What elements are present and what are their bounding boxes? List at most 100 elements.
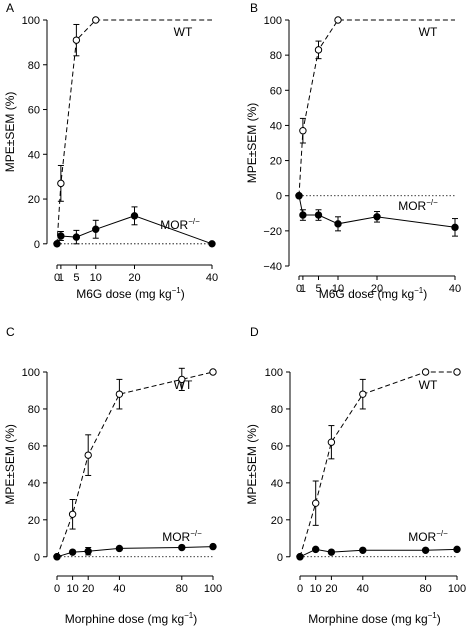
- mor-data-point: [373, 213, 381, 221]
- wt-data-point: [314, 46, 323, 54]
- y-tick-label: 60: [271, 441, 283, 453]
- mor-data-point: [359, 546, 367, 554]
- wt-data-point: [178, 375, 186, 384]
- y-tick-label: 40: [28, 478, 40, 490]
- x-axis-title: M6G dose (mg kg−1): [76, 286, 185, 301]
- mor-data-point: [453, 545, 461, 554]
- y-tick-label: 0: [34, 552, 40, 564]
- y-tick-label: −40: [263, 261, 282, 273]
- y-tick-label: 0: [277, 552, 283, 564]
- panel-letter: D: [250, 325, 259, 339]
- wt-series-label: WT: [174, 25, 193, 39]
- y-tick-label: 80: [28, 60, 40, 72]
- mor-data-point: [84, 547, 92, 555]
- wt-series-line: [298, 19, 455, 196]
- mor-data-point: [295, 192, 303, 200]
- mor-series-line: [56, 546, 214, 558]
- y-tick-label: 60: [28, 441, 40, 453]
- y-tick-label: 40: [28, 149, 40, 161]
- mor-data-point: [72, 233, 81, 241]
- y-tick-label: 100: [264, 15, 282, 27]
- x-tick-label: 1: [58, 272, 64, 284]
- mor-data-point: [209, 542, 217, 551]
- x-tick-label: 100: [204, 583, 222, 595]
- y-tick-label: 20: [28, 515, 40, 527]
- y-tick-label: −20: [263, 226, 282, 238]
- y-axis-title: MPE±SEM (%): [3, 424, 17, 505]
- wt-series-label: WT: [174, 378, 193, 392]
- mor-data-point: [208, 240, 216, 248]
- mor-data-point: [327, 548, 336, 556]
- x-tick-label: 40: [113, 583, 125, 595]
- x-axis-title: Morphine dose (mg kg−1): [65, 611, 198, 626]
- x-tick-label: 10: [90, 272, 102, 284]
- mor-data-point: [312, 545, 320, 554]
- wt-data-point: [453, 368, 461, 376]
- wt-series-label: WT: [419, 25, 438, 39]
- y-tick-label: 100: [265, 367, 283, 379]
- mor-data-point: [130, 212, 139, 220]
- x-tick-label: 80: [176, 583, 188, 595]
- y-tick-label: 100: [22, 367, 40, 379]
- y-axis-title: MPE±SEM (%): [3, 92, 17, 173]
- y-tick-label: 20: [28, 194, 40, 206]
- wt-series-line: [299, 371, 457, 557]
- mor-series-label: MOR−/−: [398, 198, 438, 213]
- panel-c: C 0 20 40 60 80 100 0 10 20 40 80 100 Morphine dose (…: [3, 325, 222, 626]
- mor-data-point: [421, 546, 430, 554]
- mor-data-point: [178, 543, 186, 552]
- x-tick-label: 20: [82, 583, 94, 595]
- mor-data-point: [296, 553, 304, 561]
- wt-series-label: WT: [419, 378, 438, 392]
- x-tick-label: 5: [73, 272, 79, 284]
- panel-letter: A: [6, 1, 14, 15]
- x-tick-label: 20: [371, 283, 383, 295]
- x-tick-label: 100: [448, 583, 466, 595]
- mor-series-line: [299, 548, 458, 558]
- mor-data-point: [53, 240, 61, 248]
- mor-data-point: [299, 211, 307, 219]
- mor-data-point: [68, 548, 77, 556]
- y-tick-label: 0: [276, 191, 282, 203]
- x-tick-label: 5: [315, 283, 321, 295]
- y-tick-label: 60: [270, 85, 282, 97]
- mor-data-point: [314, 211, 323, 219]
- wt-data-point: [334, 16, 342, 24]
- wt-series-line: [56, 371, 214, 557]
- mor-data-point: [334, 220, 342, 228]
- wt-data-point: [92, 16, 100, 24]
- wt-data-point: [209, 368, 217, 376]
- y-tick-label: 40: [270, 120, 282, 132]
- y-tick-label: 80: [270, 50, 282, 62]
- mor-data-point: [57, 232, 65, 240]
- mor-series-label: MOR−/−: [408, 529, 448, 544]
- mor-data-point: [115, 544, 124, 553]
- y-tick-label: 80: [271, 404, 283, 416]
- x-tick-label: 0: [296, 283, 302, 295]
- y-tick-label: 40: [271, 478, 283, 490]
- y-tick-label: 20: [271, 515, 283, 527]
- x-axis-title: Morphine dose (mg kg−1): [308, 611, 441, 626]
- wt-data-point: [57, 179, 65, 188]
- x-tick-label: 0: [54, 583, 60, 595]
- panel-letter: B: [250, 1, 258, 15]
- x-tick-label: 40: [449, 283, 461, 295]
- y-tick-label: 0: [34, 239, 40, 251]
- y-tick-label: 80: [28, 404, 40, 416]
- x-tick-label: 20: [128, 272, 140, 284]
- wt-data-point: [84, 451, 92, 459]
- x-axis-title: M6G dose (mg kg−1): [319, 286, 428, 301]
- x-tick-label: 10: [310, 583, 322, 595]
- panel-letter: C: [6, 325, 15, 339]
- wt-data-point: [72, 36, 81, 44]
- x-tick-label: 40: [357, 583, 369, 595]
- x-tick-label: 1: [300, 283, 306, 295]
- y-tick-label: 60: [28, 105, 40, 117]
- y-axis-title: MPE±SEM (%): [245, 424, 259, 505]
- mor-data-point: [92, 225, 100, 233]
- y-tick-label: 20: [270, 156, 282, 168]
